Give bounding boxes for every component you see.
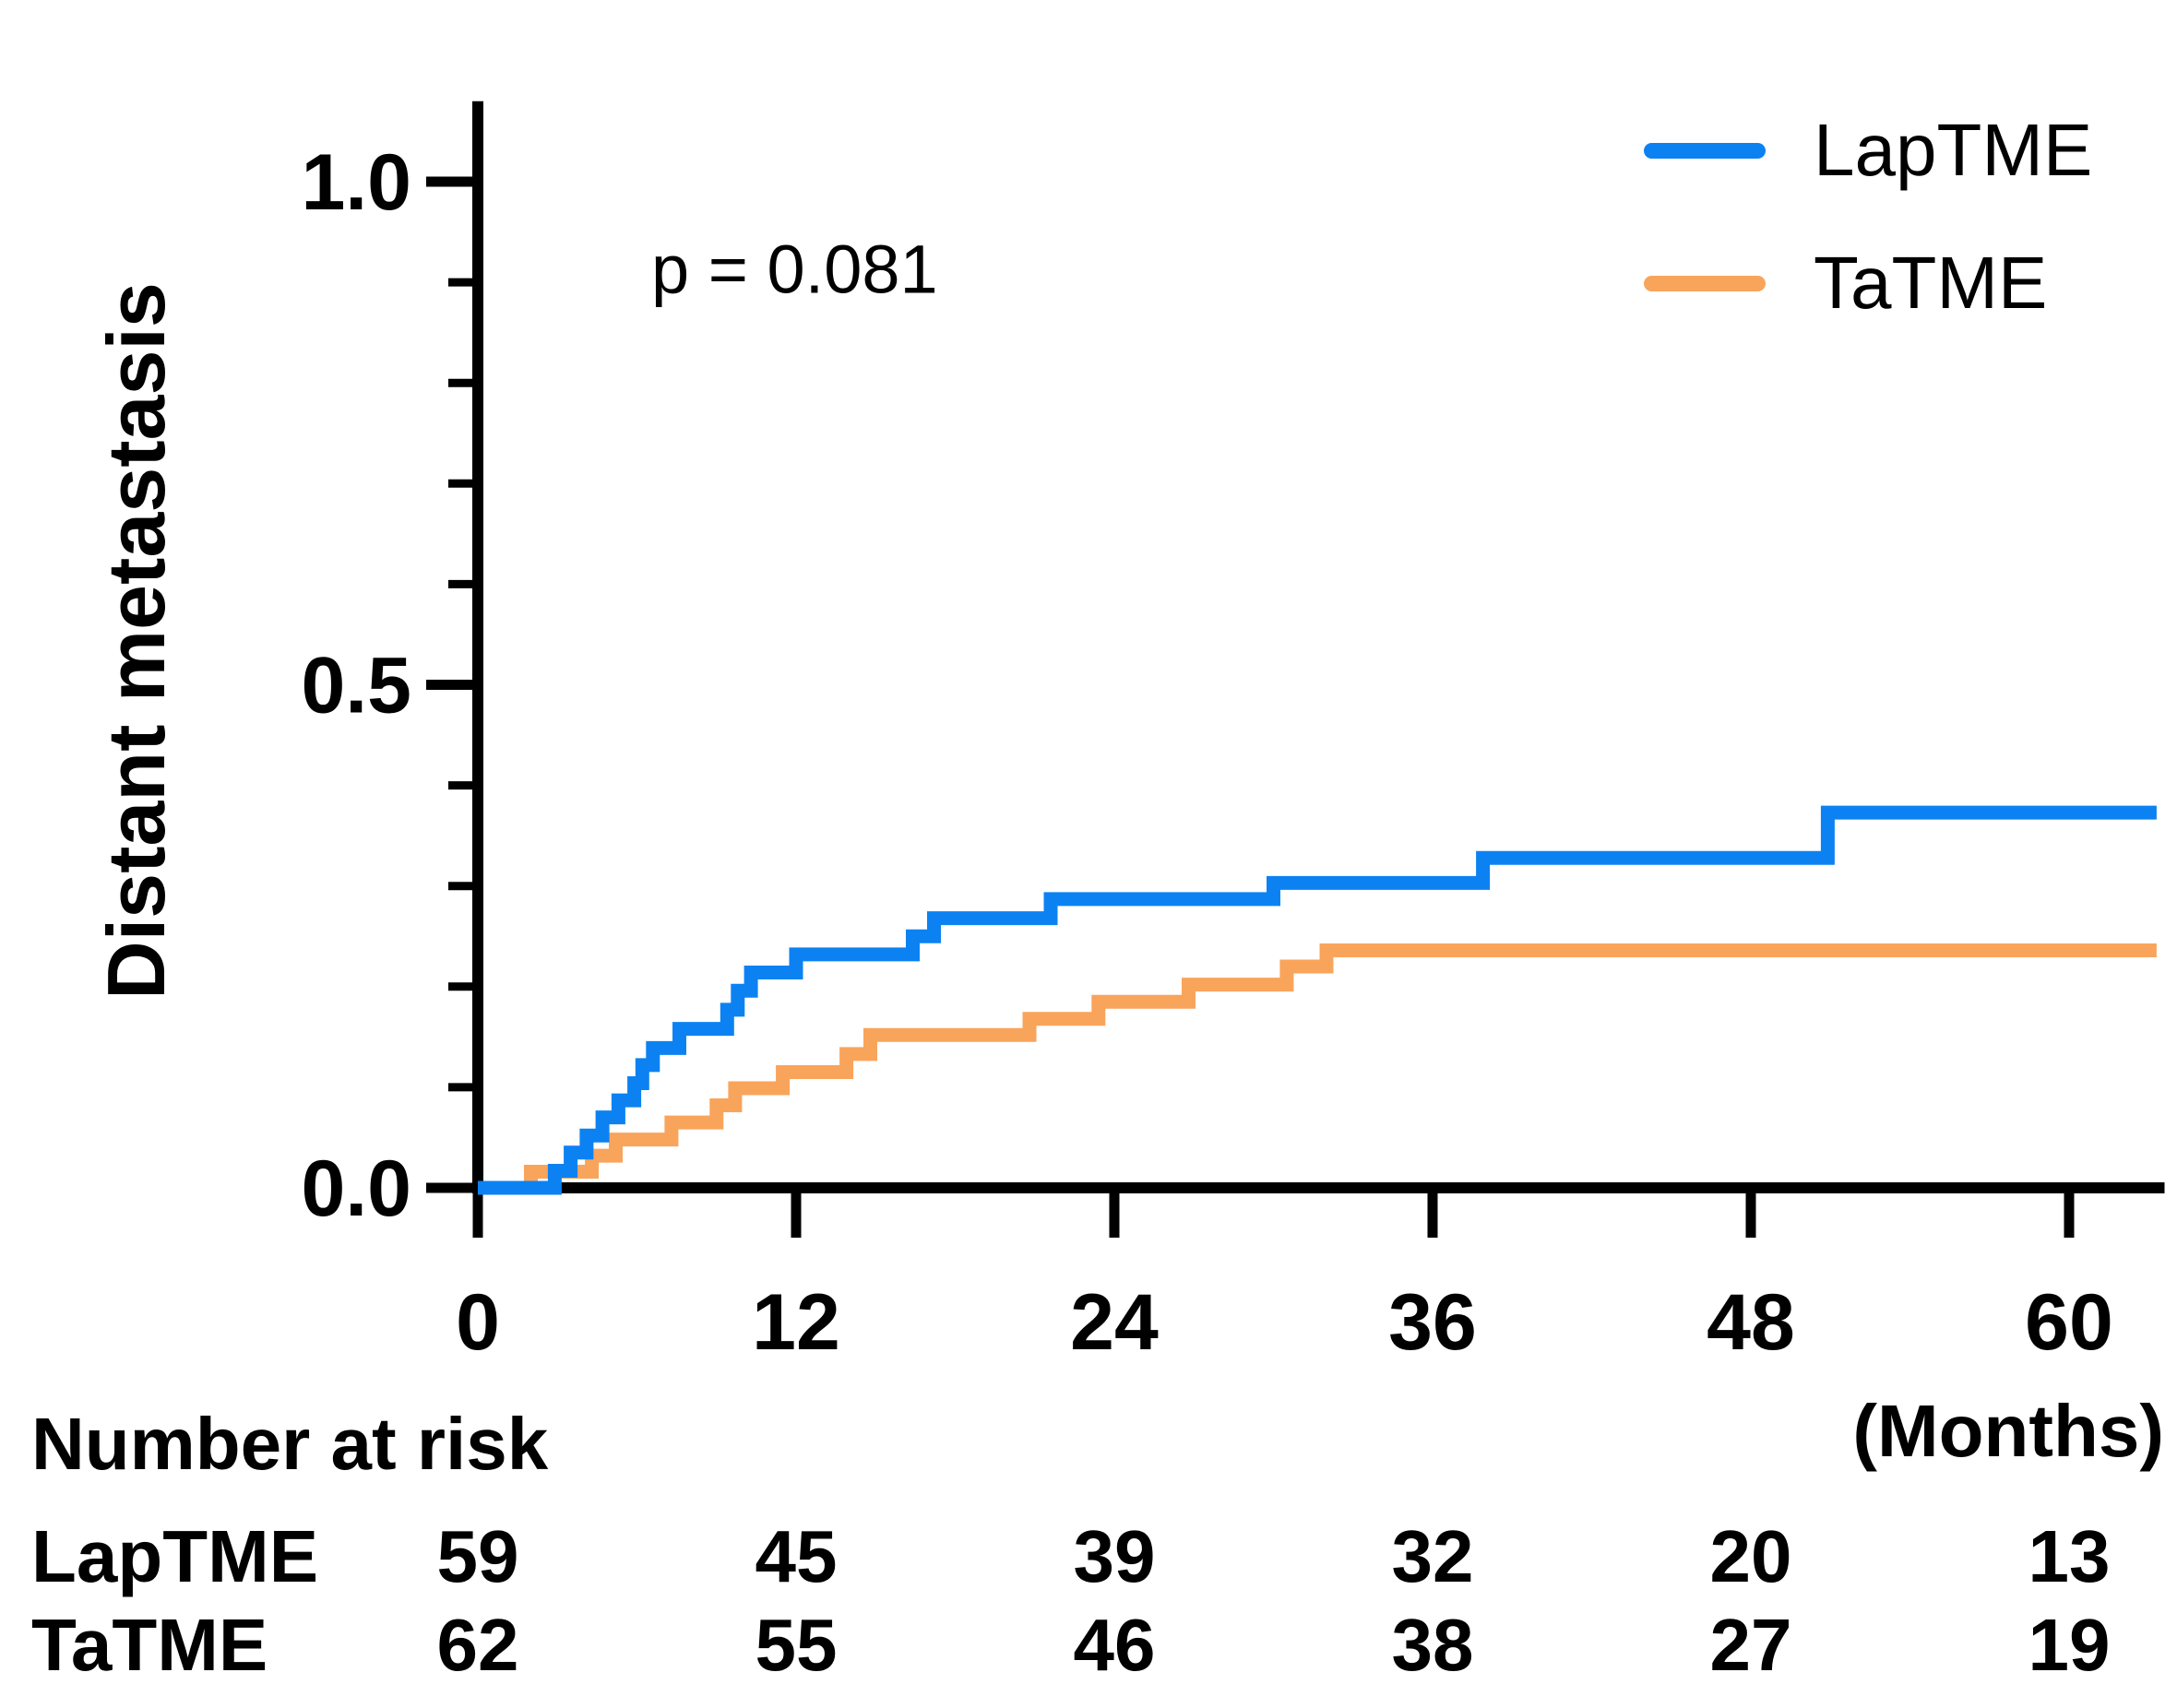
laptme-line-swatch <box>1644 142 1766 159</box>
y-tick-label: 1.0 <box>301 138 411 227</box>
risk-row-label-laptme: LapTME <box>31 1515 319 1597</box>
risk-count-tatme-m0: 62 <box>436 1604 519 1686</box>
legend-item-tatme: TaTME <box>1644 241 2047 326</box>
survival-curve-tatme <box>478 943 2157 1195</box>
x-tick-label: 12 <box>752 1278 840 1367</box>
risk-row-label-tatme: TaTME <box>31 1604 268 1686</box>
y-tick-label: 0.5 <box>301 642 411 730</box>
risk-count-tatme-m12: 55 <box>755 1604 838 1686</box>
x-tick-label: 0 <box>456 1278 500 1367</box>
risk-count-tatme-m60: 19 <box>2028 1604 2111 1686</box>
y-tick-label: 0.0 <box>301 1145 411 1233</box>
survival-curve-laptme <box>478 805 2157 1195</box>
number-at-risk-heading: Number at risk <box>31 1403 549 1485</box>
x-tick-label: 36 <box>1388 1278 1477 1367</box>
x-tick-label: 24 <box>1070 1278 1159 1367</box>
tatme-line-swatch <box>1644 275 1766 291</box>
legend-label-laptme: LapTME <box>1814 109 2093 191</box>
p-value-label: p = 0.081 <box>651 231 938 308</box>
risk-count-laptme-m48: 20 <box>1709 1515 1792 1597</box>
risk-count-tatme-m48: 27 <box>1709 1604 1792 1686</box>
risk-count-tatme-m36: 38 <box>1391 1604 1474 1686</box>
x-tick-label: 48 <box>1707 1278 1795 1367</box>
risk-count-laptme-m60: 13 <box>2028 1515 2111 1597</box>
risk-count-tatme-m24: 46 <box>1073 1604 1156 1686</box>
risk-count-laptme-m12: 45 <box>755 1515 838 1597</box>
legend-item-laptme: LapTME <box>1644 108 2092 193</box>
legend-label-tatme: TaTME <box>1814 242 2048 324</box>
x-tick-label: 60 <box>2025 1278 2113 1367</box>
x-axis-unit-label: (Months) <box>1852 1390 2164 1472</box>
risk-count-laptme-m36: 32 <box>1391 1515 1474 1597</box>
risk-count-laptme-m0: 59 <box>436 1515 519 1597</box>
risk-count-laptme-m24: 39 <box>1073 1515 1156 1597</box>
y-axis-title: Distant metastasis <box>90 282 182 1000</box>
